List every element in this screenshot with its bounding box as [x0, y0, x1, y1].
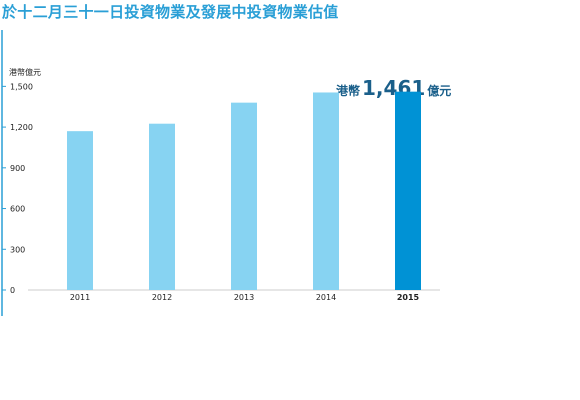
bar-2012 [149, 123, 175, 291]
y-axis-label: 港幣億元 [9, 68, 41, 77]
bar-2014 [313, 92, 339, 291]
x-tick-label-2013: 2013 [234, 293, 254, 302]
y-tick-label: 600 [10, 205, 25, 214]
y-tick-label: 0 [10, 286, 15, 295]
y-tick-label: 1,500 [10, 82, 33, 91]
y-tick-label: 900 [10, 164, 25, 173]
x-tick-label-2015: 2015 [397, 293, 420, 302]
y-tick-label: 1,200 [10, 123, 33, 132]
x-tick-label-2012: 2012 [152, 293, 172, 302]
callout-suffix: 億元 [427, 84, 452, 98]
bar-2015 [395, 91, 421, 291]
x-tick-label-2014: 2014 [316, 293, 336, 302]
callout-prefix: 港幣 [336, 84, 361, 98]
chart-title: 於十二月三十一日投資物業及發展中投資物業估值 [2, 3, 339, 21]
bar-2013 [231, 102, 257, 291]
bar-2011 [67, 131, 93, 290]
x-tick-label-2011: 2011 [70, 293, 90, 302]
y-tick-label: 300 [10, 245, 25, 254]
